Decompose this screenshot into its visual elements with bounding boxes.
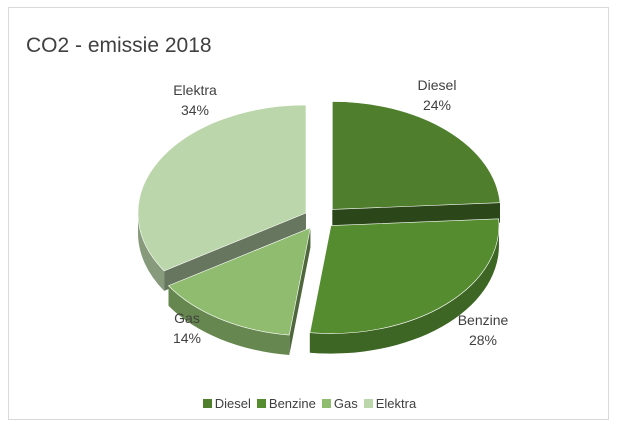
slice-wall-gas	[289, 227, 311, 356]
legend-item-diesel: Diesel	[202, 396, 251, 411]
slice-wall-elektra	[164, 212, 306, 291]
legend: Diesel Benzine Gas Elektra	[0, 396, 619, 411]
legend-item-elektra: Elektra	[363, 396, 417, 411]
data-label-value-diesel: 24%	[423, 97, 451, 113]
legend-swatch-gas	[321, 399, 331, 408]
legend-swatch-benzine	[256, 399, 266, 408]
data-label-value-gas: 14%	[173, 330, 201, 346]
legend-label-diesel: Diesel	[214, 396, 251, 411]
data-label-value-elektra: 34%	[181, 102, 209, 118]
slice-side-gas	[168, 285, 290, 356]
legend-item-benzine: Benzine	[256, 396, 316, 411]
data-label-name-elektra: Elektra	[173, 82, 217, 98]
legend-label-benzine: Benzine	[268, 396, 316, 411]
slice-benzine	[309, 218, 500, 334]
data-label-value-benzine: 28%	[469, 332, 497, 348]
legend-swatch-elektra	[363, 399, 373, 408]
chart-title: CO2 - emissie 2018	[26, 34, 212, 57]
data-label-name-diesel: Diesel	[418, 77, 457, 93]
legend-label-elektra: Elektra	[375, 396, 417, 411]
legend-item-gas: Gas	[321, 396, 358, 411]
chart-frame	[8, 7, 609, 420]
data-label-name-benzine: Benzine	[458, 312, 509, 328]
slice-diesel	[332, 101, 501, 210]
legend-swatch-diesel	[202, 399, 212, 408]
slice-gas	[167, 227, 311, 336]
slice-elektra	[137, 104, 307, 272]
legend-label-gas: Gas	[333, 396, 358, 411]
slice-side-elektra	[137, 212, 165, 291]
slice-side-benzine	[309, 225, 499, 354]
data-label-name-gas: Gas	[174, 310, 200, 326]
